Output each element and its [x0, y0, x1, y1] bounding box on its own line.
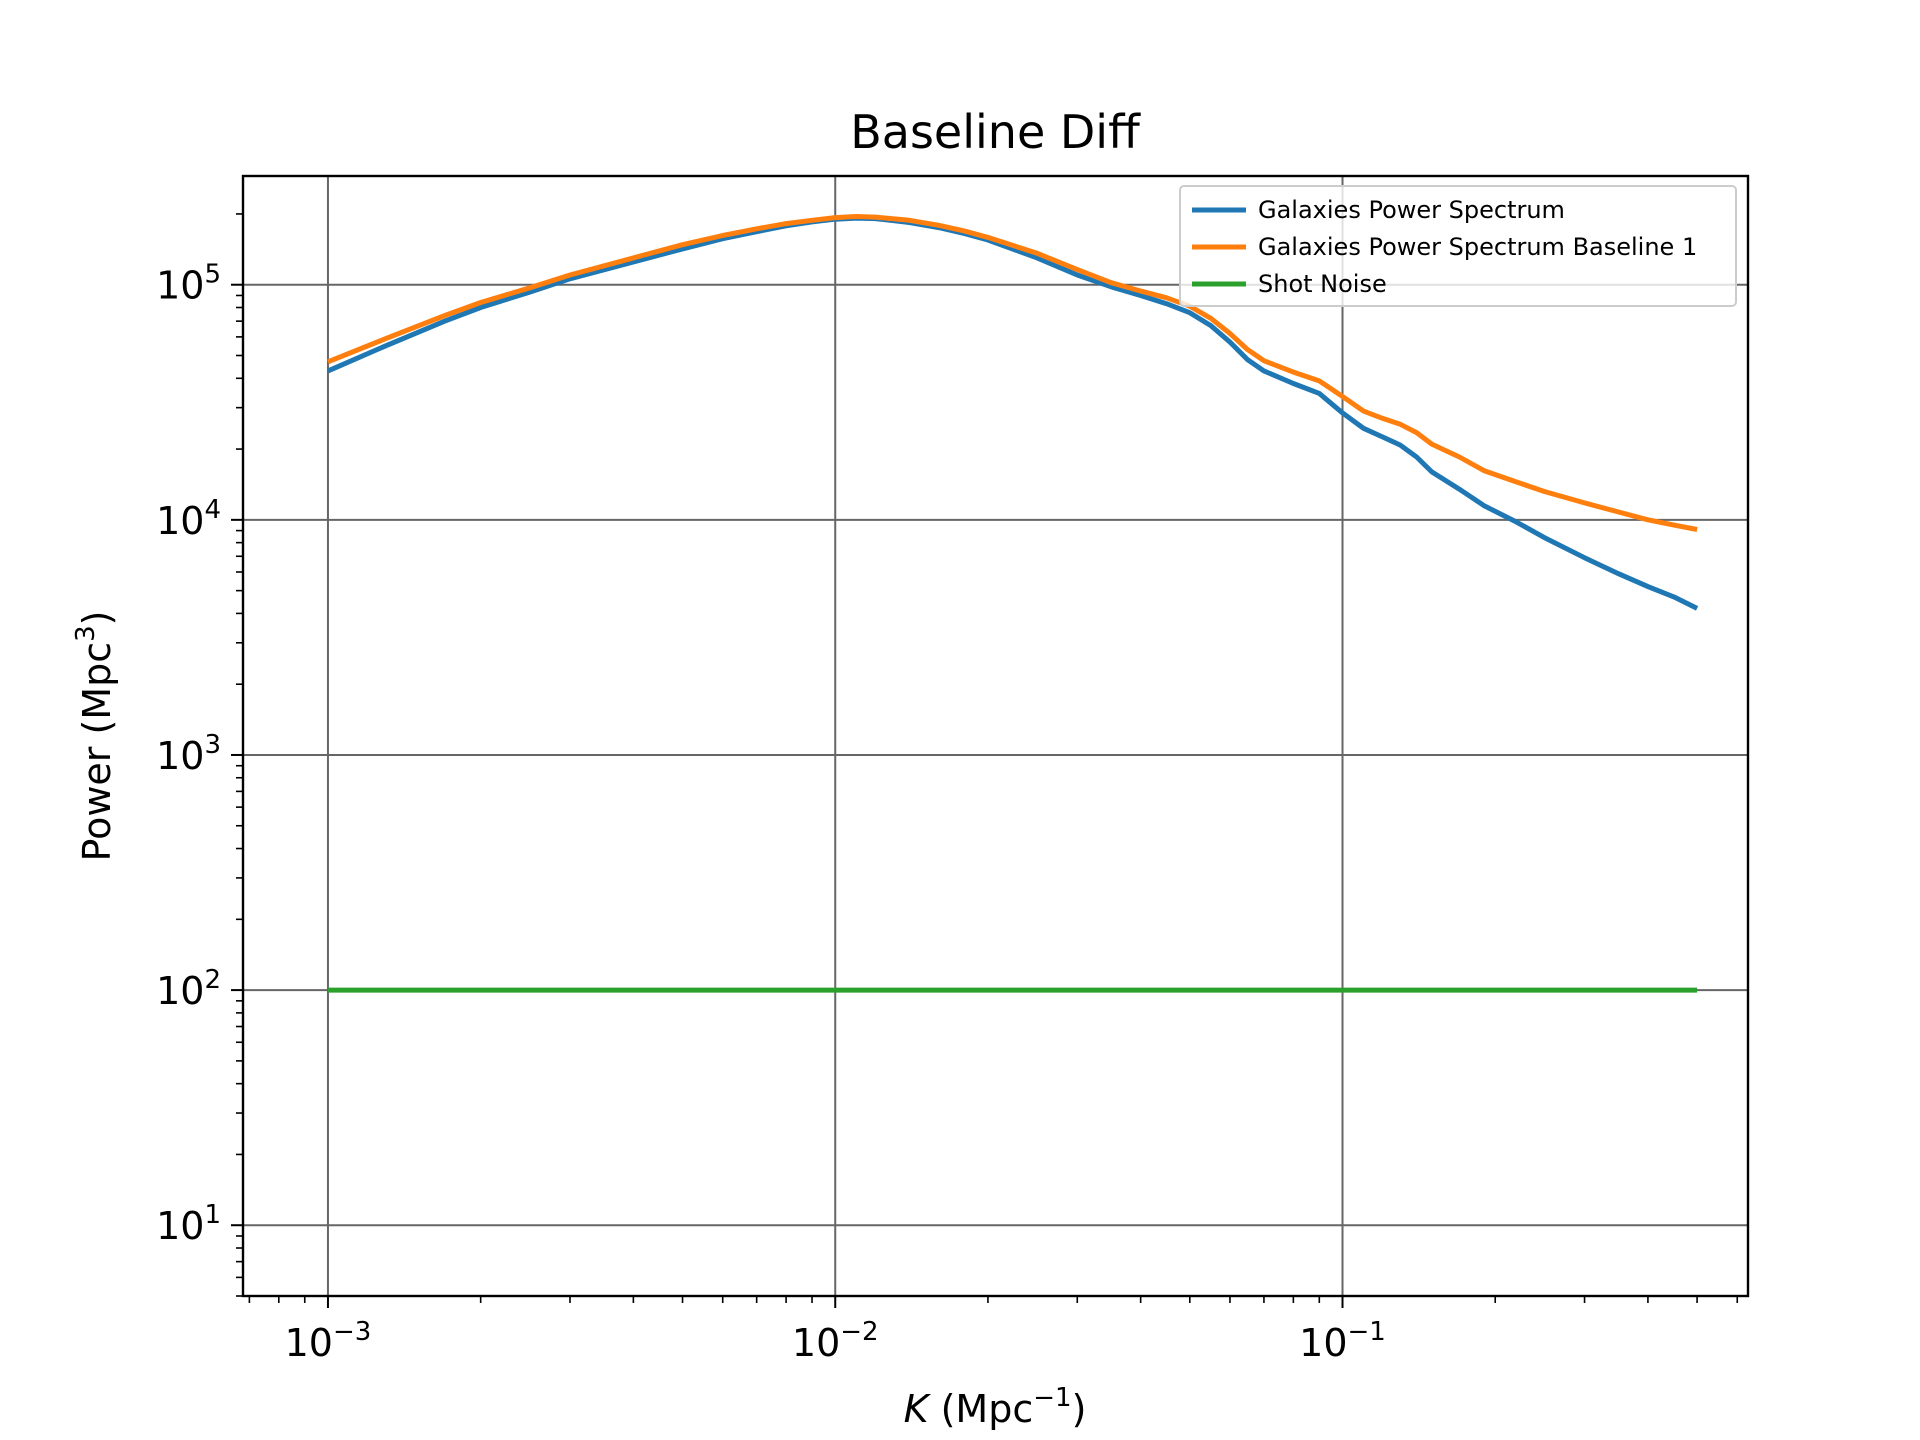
series-line-galaxies-power-spectrum-baseline-1 — [327, 214, 1698, 532]
x-axis-label-close: ) — [1072, 1387, 1087, 1431]
legend-entry-label: Shot Noise — [1258, 270, 1387, 298]
series-lines — [327, 214, 1699, 993]
series-line-galaxies-power-spectrum — [327, 215, 1699, 611]
y-tick-label-exp: 3 — [204, 730, 221, 760]
legend: Galaxies Power Spectrum Galaxies Power Sp… — [1179, 185, 1737, 307]
x-axis-label-sup: −1 — [1033, 1383, 1071, 1413]
y-axis-label-close: ) — [75, 611, 119, 626]
y-tick-label-exp: 5 — [204, 260, 221, 290]
x-tick-label-base: 10 — [792, 1321, 840, 1365]
x-tick-labels: 10−3 10−2 10−1 — [285, 1317, 1386, 1365]
x-axis-label-symbol: K — [904, 1387, 932, 1431]
x-tick-label-base: 10 — [285, 1321, 333, 1365]
x-tick-label: 10−3 — [285, 1317, 372, 1365]
grid — [243, 176, 1748, 1296]
y-tick-label-exp: 2 — [204, 965, 221, 995]
legend-box — [1179, 185, 1737, 307]
x-tick-label-exp: −1 — [1348, 1317, 1386, 1347]
x-tick-label-exp: −2 — [840, 1317, 878, 1347]
y-tick-label-base: 10 — [156, 264, 204, 308]
y-axis-label: Power (Mpc3) — [71, 611, 119, 862]
y-tick-label-base: 10 — [156, 499, 204, 543]
y-tick-label: 104 — [156, 495, 221, 543]
major-ticks — [231, 283, 1344, 1308]
x-tick-label-exp: −3 — [333, 1317, 371, 1347]
y-tick-label-base: 10 — [156, 1204, 204, 1248]
y-tick-label-base: 10 — [156, 734, 204, 778]
x-axis-label-text: (Mpc — [929, 1387, 1034, 1431]
plot-frame — [241, 174, 1750, 1298]
y-tick-label-base: 10 — [156, 969, 204, 1013]
chart-title: Baseline Diff — [850, 105, 1141, 159]
y-tick-label: 101 — [156, 1200, 221, 1248]
y-tick-label: 103 — [156, 730, 221, 778]
legend-entry-label: Galaxies Power Spectrum Baseline 1 — [1258, 233, 1697, 261]
y-tick-label: 102 — [156, 965, 221, 1013]
y-tick-label: 105 — [156, 260, 221, 308]
x-tick-label-base: 10 — [1299, 1321, 1347, 1365]
y-axis-label-sup: 3 — [71, 625, 101, 642]
y-axis-label-text: Power (Mpc — [75, 642, 119, 862]
x-axis-label: K (Mpc−1) — [904, 1383, 1087, 1431]
y-tick-label-exp: 1 — [204, 1200, 221, 1230]
x-tick-label: 10−1 — [1299, 1317, 1386, 1365]
legend-entry-label: Galaxies Power Spectrum — [1258, 196, 1565, 224]
minor-ticks — [236, 213, 1739, 1303]
y-tick-label-exp: 4 — [204, 495, 221, 525]
x-tick-label: 10−2 — [792, 1317, 879, 1365]
